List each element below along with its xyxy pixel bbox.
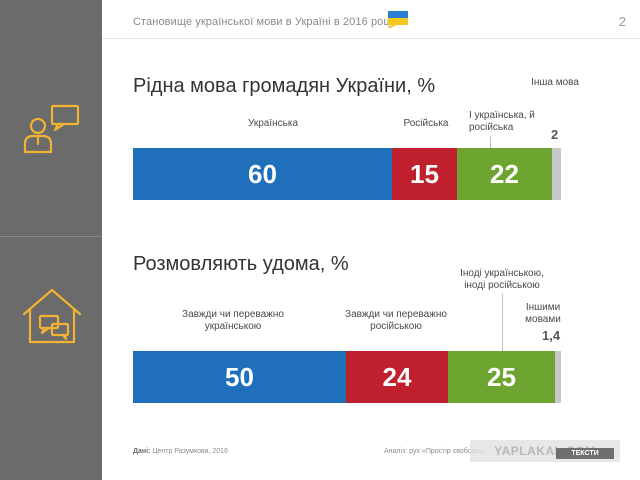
chart1-leader-both [490,136,491,148]
chart2-other-value: 1,4 [542,328,561,343]
sidebar [0,0,102,480]
chart2-bar-value-0: 50 [225,361,254,392]
header-divider [102,38,640,39]
chart2-bar-value-1: 24 [382,361,412,392]
footer-source-text: Центр Разумкова, 2016 [152,448,228,455]
chart2-title: Розмовляють удома, % [133,253,349,275]
chart2-bar-segment-2: 25 [448,351,555,403]
chart1-bar-segment-3 [552,148,561,200]
person-speech-icon [23,104,80,154]
chart1-bar: 60 15 22 [133,148,561,200]
footer-tag: ТЕКСТИ [556,448,614,459]
page-number: 2 [618,14,626,29]
sidebar-divider [0,236,102,237]
chart1-bar-value-2: 22 [490,158,519,189]
chart2-bar-value-2: 25 [487,361,516,392]
ukraine-flag-speech-icon [388,11,408,29]
footer-source: Дані: Центр Разумкова, 2016 [133,448,228,455]
chart1-bar-value-1: 15 [410,158,439,189]
chart2-leader-both [502,294,503,351]
chart2-bar: 50 24 25 [133,351,561,403]
home-speech-icon [22,288,82,344]
chart1-legend-ukrainian: Українська [247,118,299,129]
chart1-other-value: 2 [551,127,559,142]
chart2-legend-both: Іноді українською, іноді російською [460,268,544,291]
chart1-legend-both: І українська, й російська [469,110,535,133]
chart2-legend-other: Іншими мовами [525,302,561,325]
chart1-bar-value-0: 60 [248,158,277,189]
chart2-legend-russian: Завжди чи переважно російською [345,309,447,332]
chart1-bar-segment-0: 60 [133,148,392,200]
chart1-bar-segment-2: 22 [457,148,552,200]
chart2-bar-segment-1: 24 [346,351,448,403]
chart1-legend-russian: Російська [403,118,449,129]
chart2-legend-ukrainian: Завжди чи переважно українською [182,309,284,332]
footer-source-label: Дані: [133,448,151,455]
chart1-title: Рідна мова громадян України, % [133,75,436,97]
chart1-legend-other: Інша мова [531,77,579,88]
chart2-bar-segment-3 [555,351,561,403]
chart1-bar-segment-1: 15 [392,148,457,200]
chart2-bar-segment-0: 50 [133,351,346,403]
header-title: Становище української мови в Україні в 2… [133,16,393,28]
footer-analysis: Аналіз: рух «Простір свободи» [384,448,484,455]
